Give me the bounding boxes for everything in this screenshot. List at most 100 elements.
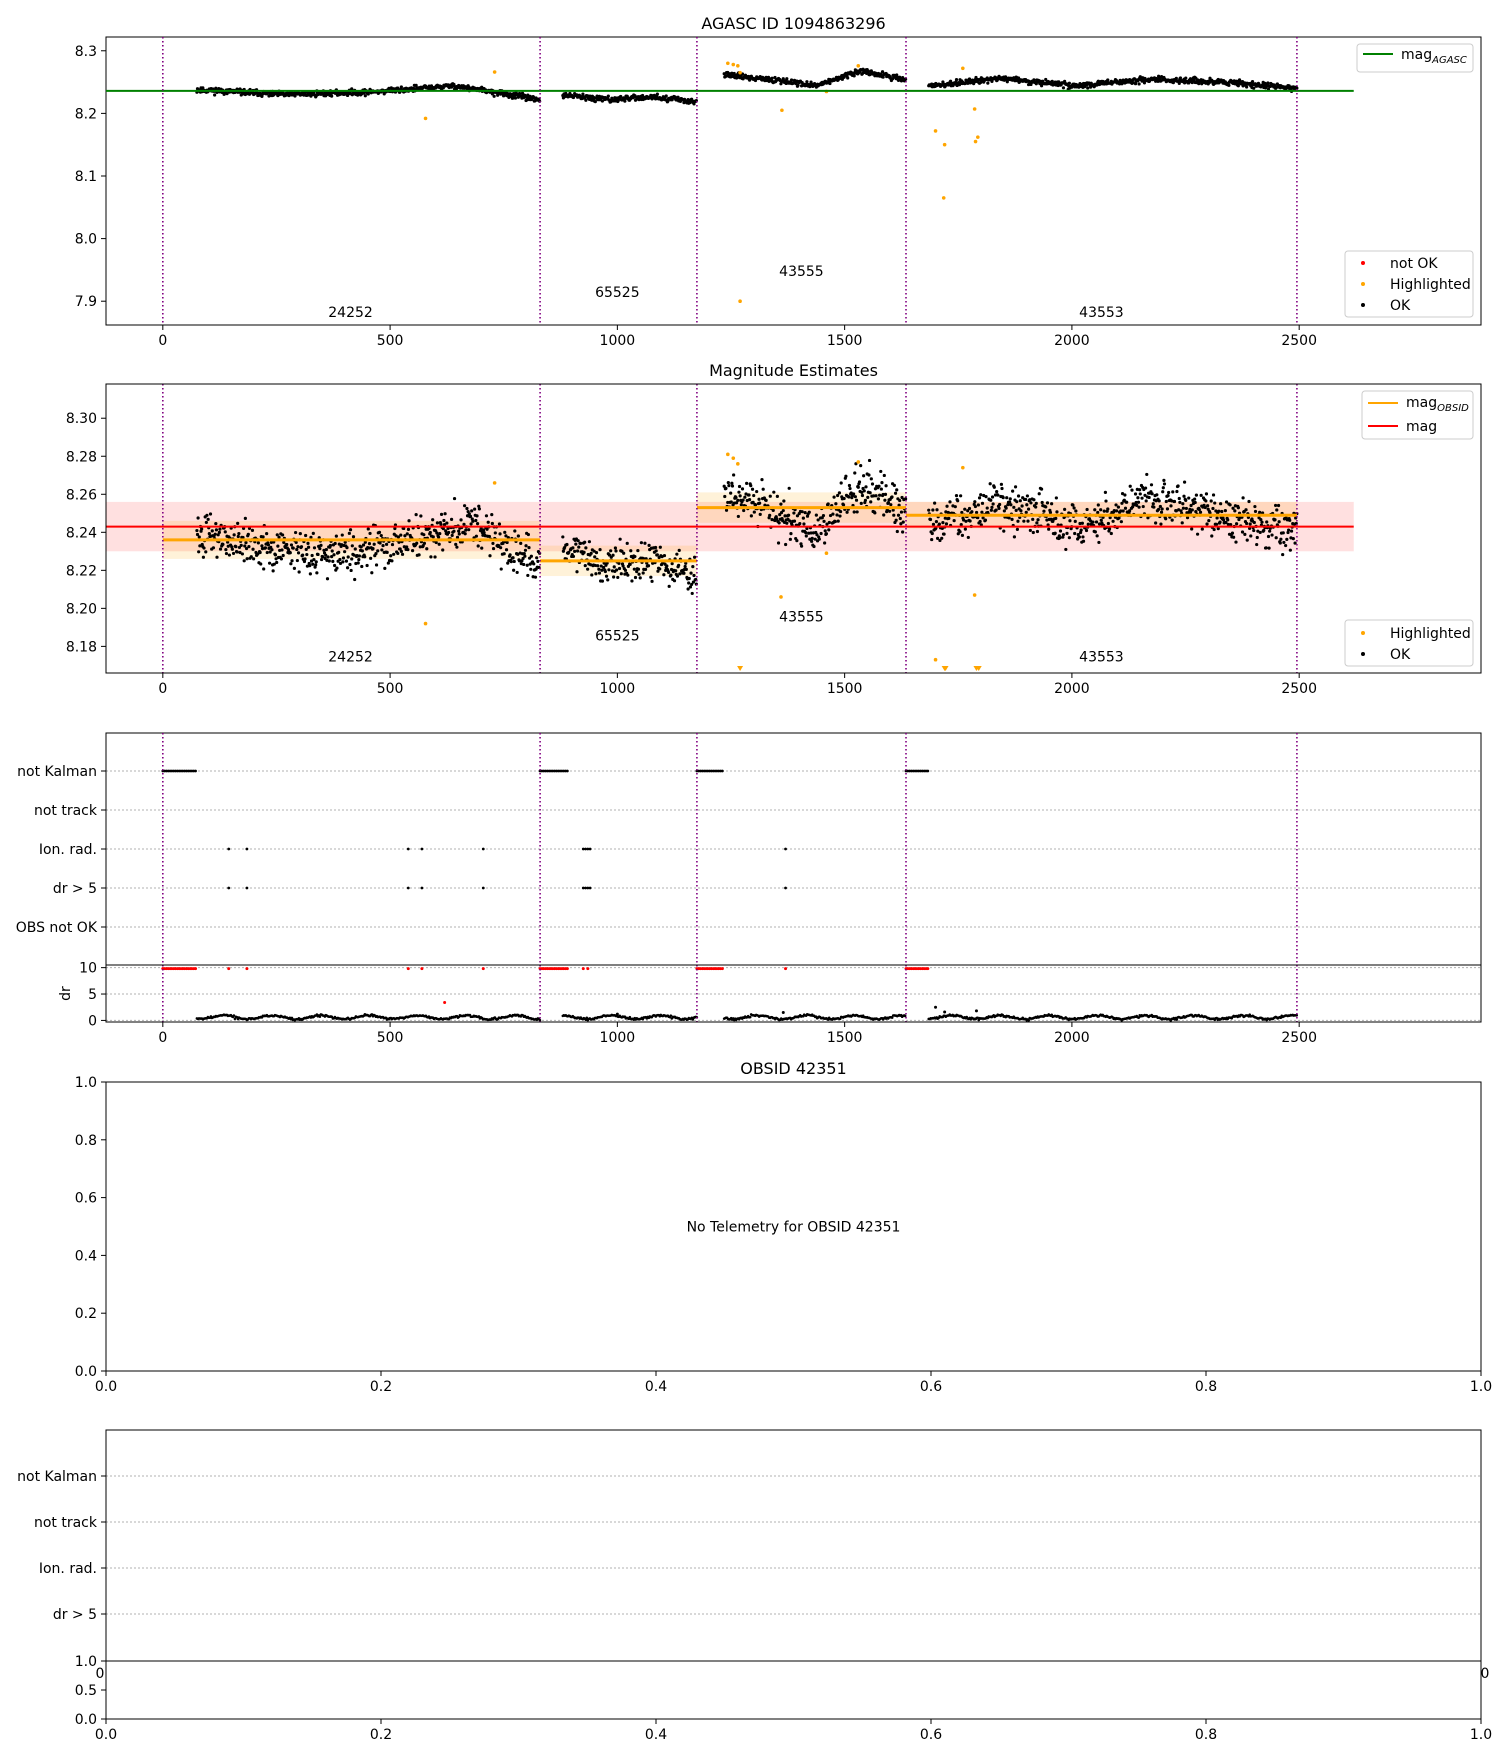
ok-point (1045, 501, 1050, 505)
ok-point (360, 564, 364, 569)
ok-point (678, 572, 682, 576)
agasc-y-tick-label: 8.0 (75, 232, 97, 248)
ok-point (607, 553, 612, 557)
dr-clipped-point (481, 967, 485, 971)
ok-point (804, 531, 808, 535)
ok-point (804, 534, 808, 538)
ok-point (618, 537, 622, 541)
highlighted-point (492, 70, 497, 74)
ok-point (1072, 506, 1076, 510)
ok-point (933, 501, 937, 505)
ok-point (204, 550, 208, 554)
ok-point (594, 572, 598, 576)
ok-point (237, 545, 242, 550)
ok-point (1171, 490, 1175, 494)
ok-point (889, 503, 893, 507)
ok-point (611, 553, 615, 557)
ok-point (1265, 520, 1269, 524)
ok-point (1245, 521, 1249, 526)
ok-point (751, 500, 755, 504)
ok-point (214, 521, 218, 526)
highlighted-point (731, 62, 736, 67)
ok-point (859, 463, 863, 468)
ok-point (944, 522, 949, 526)
ok-point (862, 474, 866, 478)
ok-point (636, 567, 641, 571)
ok-point (662, 553, 667, 558)
ok-point (245, 557, 249, 561)
dr-ylabel: dr (58, 986, 74, 1001)
ok-point (357, 554, 362, 558)
dr-clipped-point (245, 967, 249, 971)
ok-point (291, 546, 295, 550)
ok-point (732, 473, 736, 477)
ok-point (654, 549, 658, 553)
ok-point (269, 540, 273, 544)
legend-label: mag (1406, 419, 1437, 435)
ok-point (692, 102, 696, 106)
ok-point (737, 490, 741, 494)
ok-point (240, 552, 245, 556)
highlighted-point (736, 64, 740, 68)
ok-point (243, 516, 247, 520)
ok-point (1166, 494, 1170, 498)
ok-point (897, 503, 901, 507)
ok-point (874, 494, 878, 498)
legend-label-sub: OBSID (1437, 403, 1469, 414)
ok-point (435, 531, 439, 535)
ok-point (1199, 493, 1203, 497)
ok-point (688, 585, 693, 589)
ok-point (1154, 521, 1158, 525)
ok-point (727, 484, 731, 488)
ok-point (1073, 531, 1077, 536)
ok-point (623, 99, 627, 103)
ok-point (869, 477, 873, 481)
ok-point (1218, 520, 1222, 524)
ok-point (945, 504, 949, 508)
estimates-y-tick-label: 8.26 (66, 487, 97, 503)
ok-point (675, 574, 680, 578)
ok-point (1081, 539, 1086, 543)
ok-point (1119, 520, 1123, 524)
ok-point (577, 545, 581, 549)
estimates-points (195, 452, 1299, 671)
ok-point (1151, 502, 1155, 506)
flag-point (420, 886, 424, 890)
estimates-y-tick-label: 8.20 (66, 601, 97, 617)
ok-point (938, 538, 942, 543)
ok-point (330, 94, 334, 98)
ok-point (795, 514, 800, 518)
ok-point (606, 94, 610, 98)
ok-point (376, 549, 380, 553)
flag-point (581, 886, 585, 890)
ok-point (227, 553, 232, 557)
ok-point (1104, 499, 1108, 503)
ok-point (1277, 520, 1281, 524)
ok-point (934, 520, 939, 524)
ok-point (1256, 529, 1260, 533)
ok-point (1137, 82, 1141, 86)
ok-point (823, 529, 827, 533)
flag-category-label: Ion. rad. (39, 842, 97, 858)
ok-point (884, 484, 888, 488)
ok-point (281, 553, 285, 558)
flag-point (588, 886, 592, 890)
ok-point (1258, 510, 1262, 515)
ok-point (1002, 529, 1006, 533)
ok-point (512, 559, 516, 564)
ok-point (506, 535, 510, 540)
ok-point (224, 548, 228, 552)
agasc-x-tick-label: 2500 (1281, 333, 1317, 349)
ok-point (994, 508, 998, 512)
legend-label: OK (1390, 298, 1411, 314)
ok-point (1067, 81, 1071, 85)
ok-point (468, 514, 473, 518)
ok-point (980, 501, 985, 505)
ok-point (809, 531, 813, 535)
obsid-empty-x-tick-label: 1.0 (1470, 1379, 1492, 1395)
ok-point (730, 481, 734, 485)
ok-point (288, 551, 292, 555)
ok-point (613, 546, 618, 550)
ok-point (1035, 529, 1040, 534)
ok-point (988, 482, 992, 486)
